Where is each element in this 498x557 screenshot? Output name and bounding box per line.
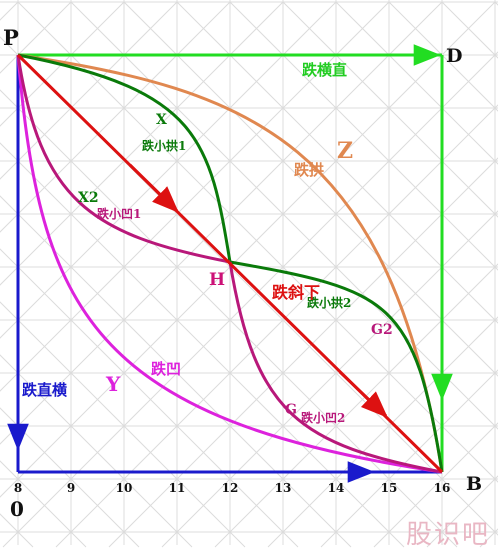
x-tick-label: 14 xyxy=(328,481,345,495)
fall-diagonal-label: 跌斜下 xyxy=(272,283,320,302)
fall-concave-label: 跌凹 xyxy=(151,360,181,378)
x-tick-label: 8 xyxy=(14,481,22,495)
fall-small-concave-1-label: 跌小凹1 xyxy=(97,206,141,221)
point-d-label: D xyxy=(446,45,462,67)
x-tick-label: 12 xyxy=(222,481,239,495)
fall-small-arch-1-curve xyxy=(17,53,232,263)
watermark: 股识吧 xyxy=(405,520,490,550)
fall-small-arch-1-marker: X xyxy=(156,112,167,128)
fall-small-concave-1-curve xyxy=(16,54,231,264)
fall-diagonal-arrow-2 xyxy=(338,370,388,418)
x-tick-label: 13 xyxy=(275,481,292,495)
fall-small-concave-2-marker: G xyxy=(285,402,297,418)
fall-concave-curve xyxy=(16,54,443,474)
x-axis-tick-labels: 8 9 10 11 12 13 14 15 16 xyxy=(14,481,451,495)
fall-small-concave-1-marker: X2 xyxy=(78,190,99,206)
fall-small-concave-2-curve xyxy=(228,261,443,474)
point-p-label: P xyxy=(3,25,19,50)
x-tick-label: 11 xyxy=(169,481,186,495)
fall-small-concave-2-label: 跌小凹2 xyxy=(301,410,345,425)
x-tick-label: 15 xyxy=(381,481,398,495)
fall-small-arch-2-marker: G2 xyxy=(371,322,393,338)
fall-arch-marker: Z xyxy=(337,138,353,164)
fall-small-arch-1-label: 跌小拱1 xyxy=(142,138,186,153)
fall-concave-marker: Y xyxy=(105,372,121,396)
fall-arch-curve xyxy=(17,53,444,473)
fall-vertical-label: 跌直横 xyxy=(22,381,68,399)
fall-small-arch-2-label: 跌小拱2 xyxy=(307,295,351,310)
x-tick-label: 10 xyxy=(116,481,133,495)
point-b-label: B xyxy=(466,473,482,495)
fall-small-arch-2-curve xyxy=(229,260,444,473)
fall-arch-label: 跌拱 xyxy=(294,161,324,179)
x-tick-label: 9 xyxy=(67,481,75,495)
point-h-label: H xyxy=(209,270,225,290)
fall-diagonal-arrow-1 xyxy=(128,163,179,213)
x-tick-label: 16 xyxy=(434,481,451,495)
point-o-label: 0 xyxy=(10,497,24,521)
fall-horizontal-label: 跌横直 xyxy=(302,61,347,79)
